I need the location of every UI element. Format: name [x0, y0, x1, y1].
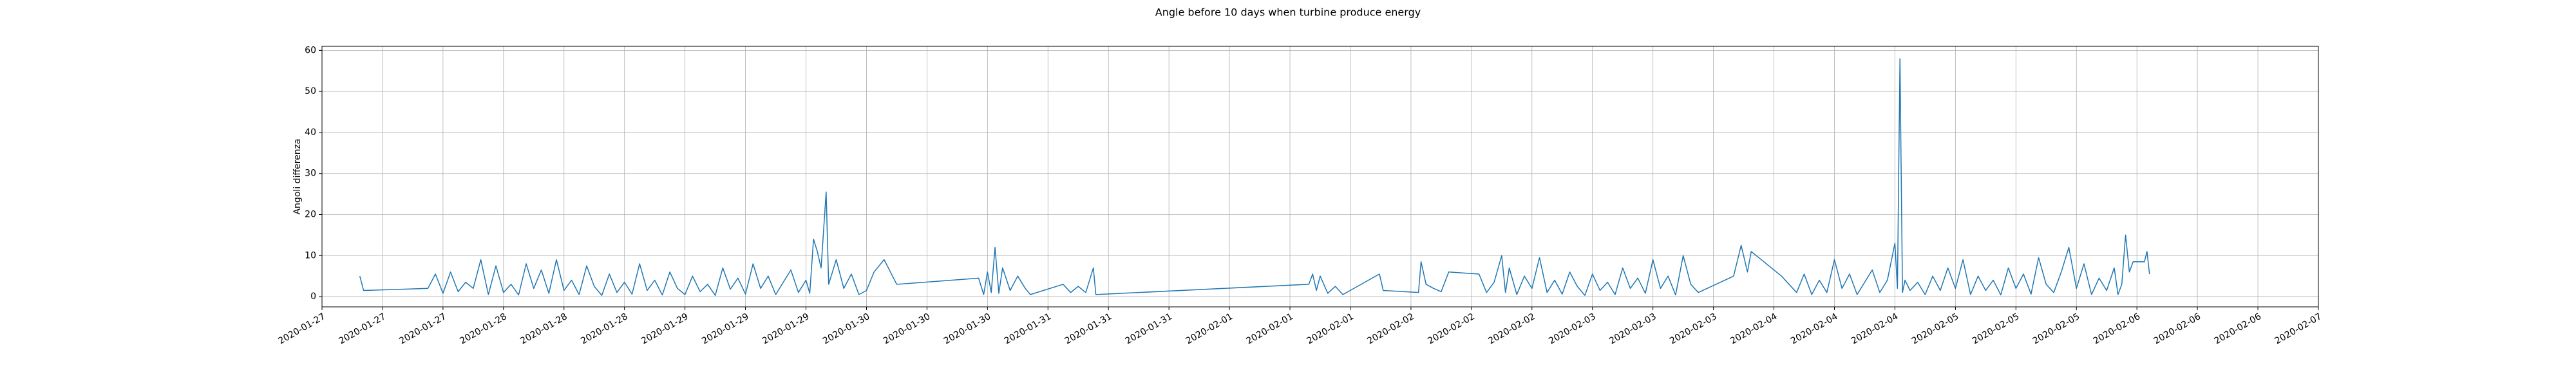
x-tick-label: 2020-01-29 — [700, 311, 750, 347]
x-tick-label: 2020-01-29 — [761, 311, 811, 347]
x-tick-label: 2020-01-31 — [1063, 311, 1113, 347]
y-tick-label: 60 — [305, 45, 316, 55]
y-axis-label: Angoli differenza — [292, 138, 303, 214]
x-tick-label: 2020-01-31 — [1003, 311, 1053, 347]
x-tick-label: 2020-02-02 — [1486, 311, 1537, 347]
x-tick-label: 2020-02-06 — [2152, 311, 2203, 347]
y-tick-label: 0 — [310, 291, 316, 302]
x-tick-label: 2020-02-07 — [2273, 311, 2324, 347]
data-line — [359, 58, 2150, 296]
x-tick-label: 2020-02-04 — [1789, 311, 1840, 347]
x-tick-label: 2020-02-02 — [1426, 311, 1476, 347]
axes-frame — [321, 46, 2319, 308]
chart-title: Angle before 10 days when turbine produc… — [1155, 6, 1421, 19]
x-tick-label: 2020-02-02 — [1365, 311, 1416, 347]
x-tick-label: 2020-02-03 — [1607, 311, 1658, 347]
x-tick-label: 2020-01-30 — [821, 311, 871, 347]
x-tick-label: 2020-02-01 — [1245, 311, 1295, 347]
x-tick-label: 2020-02-06 — [2092, 311, 2143, 347]
x-tick-label: 2020-02-04 — [1728, 311, 1779, 347]
x-tick-label: 2020-02-03 — [1547, 311, 1597, 347]
x-tick-label: 2020-02-04 — [1850, 311, 1900, 347]
y-tick-label: 50 — [305, 86, 316, 96]
x-tick-label: 2020-01-27 — [397, 311, 448, 347]
y-tick-label: 20 — [305, 209, 316, 219]
y-tick-label: 10 — [305, 250, 316, 261]
x-tick-label: 2020-02-05 — [2031, 311, 2081, 347]
x-tick-label: 2020-01-27 — [337, 311, 387, 347]
x-tick-label: 2020-02-05 — [1910, 311, 1960, 347]
x-tick-label: 2020-01-28 — [579, 311, 629, 347]
x-tick-label: 2020-01-31 — [1124, 311, 1174, 347]
x-tick-label: 2020-01-29 — [639, 311, 690, 347]
x-tick-label: 2020-01-27 — [277, 311, 327, 347]
x-tick-label: 2020-02-06 — [2213, 311, 2264, 347]
x-tick-label: 2020-02-05 — [1971, 311, 2021, 347]
x-tick-label: 2020-01-30 — [942, 311, 992, 347]
y-tick-label: 40 — [305, 127, 316, 138]
x-tick-label: 2020-02-01 — [1305, 311, 1355, 347]
x-tick-label: 2020-01-30 — [882, 311, 932, 347]
x-tick-label: 2020-01-28 — [458, 311, 508, 347]
x-tick-label: 2020-02-01 — [1184, 311, 1235, 347]
y-tick-label: 30 — [305, 169, 316, 179]
x-tick-label: 2020-01-28 — [518, 311, 569, 347]
x-tick-label: 2020-02-03 — [1668, 311, 1718, 347]
